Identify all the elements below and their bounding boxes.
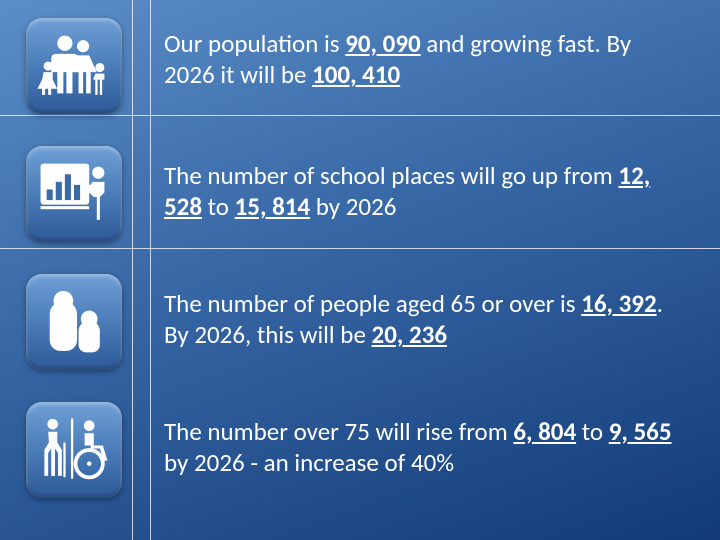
stat-text-over75: The number over 75 will rise from 6, 804… [164, 416, 684, 479]
stat-text-population: Our population is 90, 090 and growing fa… [164, 28, 684, 91]
grid-hline-1 [0, 115, 720, 116]
stat-text-over65: The number of people aged 65 or over is … [164, 288, 684, 351]
grid-hline-2 [0, 248, 720, 249]
stat-text-school: The number of school places will go up f… [164, 160, 684, 223]
family-icon [26, 18, 122, 114]
accessibility-icon [26, 402, 122, 498]
elderly-icon [26, 274, 122, 370]
grid-vline-2 [150, 0, 151, 540]
presentation-icon [26, 146, 122, 242]
grid-vline-1 [132, 0, 133, 540]
